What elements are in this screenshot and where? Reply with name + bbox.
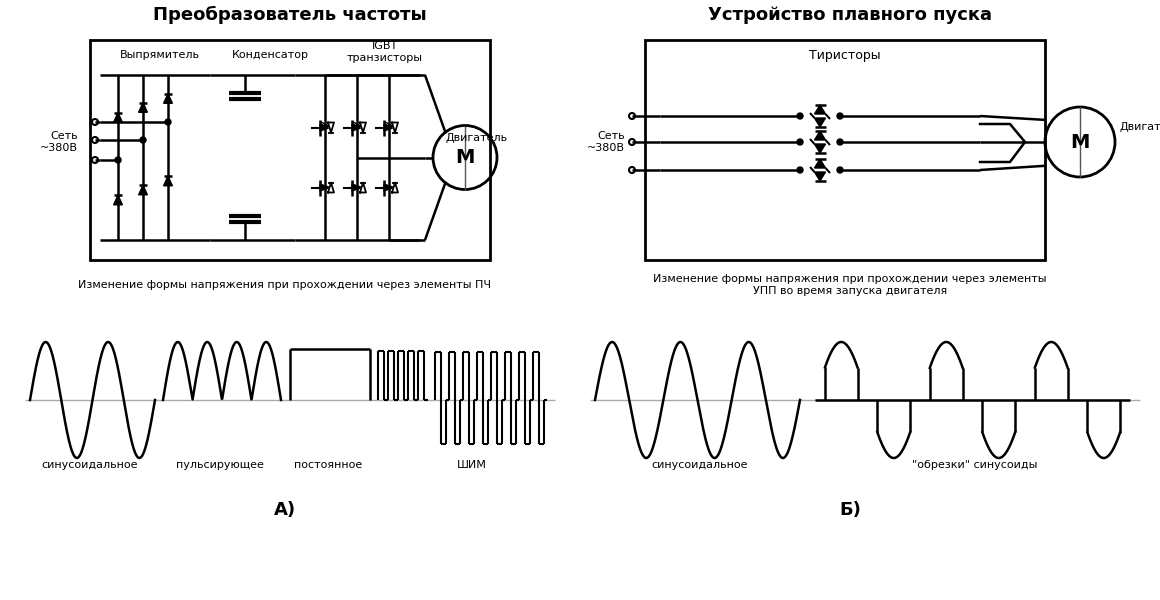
Circle shape [140,137,146,143]
Polygon shape [320,124,329,131]
Text: Изменение формы напряжения при прохождении через элементы
УПП во время запуска д: Изменение формы напряжения при прохожден… [653,274,1046,296]
Text: Конденсатор: Конденсатор [232,50,309,60]
Text: ШИМ: ШИМ [457,460,487,470]
Text: синусоидальное: синусоидальное [652,460,748,470]
Text: Сеть
~380В: Сеть ~380В [587,131,625,153]
Polygon shape [814,144,826,153]
Text: Выпрямитель: Выпрямитель [119,50,200,60]
Polygon shape [351,124,362,131]
Text: Двигатель: Двигатель [445,133,507,143]
Text: А): А) [274,501,296,519]
Text: M: M [456,148,474,167]
Text: Б): Б) [839,501,861,519]
Text: Тиристоры: Тиристоры [810,49,880,61]
Text: IGBT
транзисторы: IGBT транзисторы [347,41,423,63]
Polygon shape [114,113,123,122]
Polygon shape [814,159,826,168]
Bar [90,40,490,260]
Circle shape [838,167,843,173]
Circle shape [838,139,843,145]
Polygon shape [351,184,362,191]
Text: M: M [1071,133,1089,151]
Polygon shape [384,121,394,127]
Bar [645,40,1045,260]
Text: Сеть
~380В: Сеть ~380В [39,131,78,153]
Polygon shape [138,185,147,195]
Circle shape [797,113,803,119]
Circle shape [115,157,121,163]
Circle shape [838,113,843,119]
Polygon shape [164,94,173,103]
Text: Устройство плавного пуска: Устройство плавного пуска [708,6,992,24]
Polygon shape [392,182,398,193]
Polygon shape [164,176,173,186]
Polygon shape [328,182,334,193]
Polygon shape [384,184,394,191]
Text: Двигатель: Двигатель [1121,122,1160,132]
Polygon shape [360,182,367,193]
Text: синусоидальное: синусоидальное [42,460,138,470]
Polygon shape [360,122,367,133]
Polygon shape [814,105,826,114]
Polygon shape [384,124,394,131]
Polygon shape [320,184,329,191]
Polygon shape [114,195,123,205]
Polygon shape [320,121,329,127]
Text: "обрезки" синусоиды: "обрезки" синусоиды [912,460,1038,470]
Circle shape [797,167,803,173]
Polygon shape [351,121,362,127]
Text: Преобразователь частоты: Преобразователь частоты [153,6,427,24]
Polygon shape [814,131,826,140]
Polygon shape [392,122,398,133]
Circle shape [165,119,171,125]
Text: постоянное: постоянное [293,460,362,470]
Polygon shape [814,118,826,127]
Text: Изменение формы напряжения при прохождении через элементы ПЧ: Изменение формы напряжения при прохожден… [79,280,492,290]
Polygon shape [814,172,826,181]
Polygon shape [328,122,334,133]
Polygon shape [138,103,147,112]
Circle shape [797,139,803,145]
Text: пульсирующее: пульсирующее [176,460,264,470]
